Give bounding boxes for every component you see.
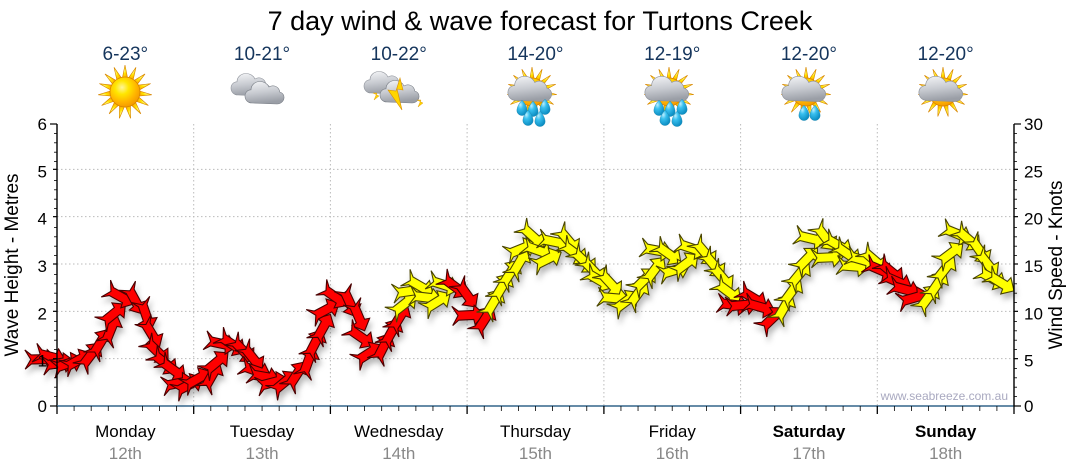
svg-text:2: 2 bbox=[38, 304, 47, 323]
svg-text:0: 0 bbox=[1024, 397, 1033, 416]
svg-text:6: 6 bbox=[38, 115, 47, 134]
svg-text:www.seabreeze.com.au: www.seabreeze.com.au bbox=[880, 389, 1008, 403]
svg-text:1: 1 bbox=[38, 352, 47, 371]
svg-text:3: 3 bbox=[38, 257, 47, 276]
svg-text:0: 0 bbox=[38, 397, 47, 416]
svg-text:5: 5 bbox=[38, 162, 47, 181]
svg-text:5: 5 bbox=[1024, 352, 1033, 371]
svg-text:20: 20 bbox=[1024, 210, 1043, 229]
svg-text:10: 10 bbox=[1024, 304, 1043, 323]
svg-text:25: 25 bbox=[1024, 162, 1043, 181]
svg-text:Wind Speed - Knots: Wind Speed - Knots bbox=[1046, 181, 1067, 350]
svg-text:Wave Height - Metres: Wave Height - Metres bbox=[2, 173, 23, 356]
svg-text:4: 4 bbox=[38, 210, 47, 229]
svg-text:15: 15 bbox=[1024, 257, 1043, 276]
svg-text:30: 30 bbox=[1024, 115, 1043, 134]
